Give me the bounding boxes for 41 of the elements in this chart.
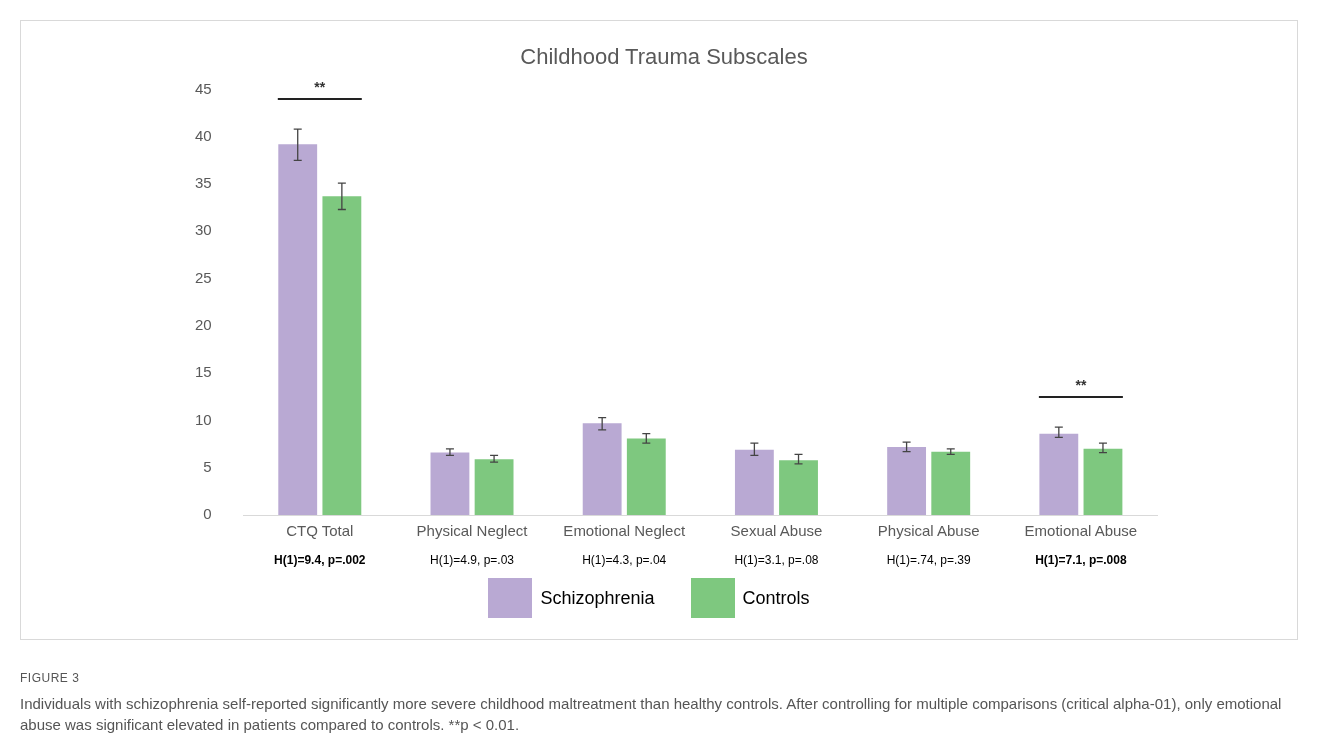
- y-tick-label: 20: [195, 315, 212, 333]
- y-tick-label: 15: [195, 363, 212, 381]
- bar: [931, 451, 971, 515]
- legend-label: Schizophrenia: [540, 587, 655, 609]
- caption: FIGURE 3: [20, 670, 81, 687]
- text: Individuals with schizophrenia self-reported significantly more severe childhood maltreatment than healthy controls. After controlling for multiple comparisons (critical alpha-01), only emotional abuse was significant elevated in patients compared to controls. **p < 0.01.: [20, 694, 1283, 735]
- bar: [322, 196, 362, 515]
- annotation: **: [314, 78, 326, 95]
- bar: [734, 449, 774, 515]
- bar: [582, 423, 622, 515]
- chart-title: Childhood Trauma Subscales: [520, 44, 808, 70]
- x-tick-label: Sexual Abuse: [730, 522, 823, 540]
- text: H(1)=4.3, p=.04: [582, 553, 667, 568]
- bar: [1083, 448, 1123, 515]
- y-tick-label: 10: [195, 410, 212, 428]
- x-tick-label: Emotional Abuse: [1024, 522, 1138, 540]
- text: H(1)=3.1, p=.08: [734, 553, 819, 568]
- y-tick-label: 35: [195, 174, 212, 192]
- legend-label: Controls: [742, 587, 810, 609]
- bar: [779, 460, 818, 515]
- bar: [278, 144, 318, 515]
- bar: [887, 446, 927, 515]
- y-tick-label: 0: [203, 505, 212, 523]
- y-tick-label: 40: [195, 126, 212, 144]
- x-tick-label: CTQ Total: [286, 522, 354, 540]
- bar: [626, 438, 666, 515]
- x-tick-label: Physical Abuse: [877, 522, 980, 540]
- bar: [430, 452, 470, 515]
- text: H(1)=.74, p=.39: [886, 553, 972, 568]
- text: H(1)=9.4, p=.002: [274, 553, 366, 568]
- text: H(1)=4.9, p=.03: [429, 553, 515, 568]
- text: H(1)=7.1, p=.008: [1035, 553, 1127, 568]
- y-tick-label: 45: [195, 79, 212, 97]
- bar: [474, 459, 514, 515]
- bar: [1039, 433, 1079, 515]
- x-tick-label: Emotional Neglect: [563, 522, 686, 540]
- y-tick-label: 5: [203, 457, 212, 475]
- x-tick-label: Physical Neglect: [416, 522, 529, 540]
- y-tick-label: 25: [195, 268, 212, 286]
- annotation: **: [1075, 376, 1087, 393]
- y-tick-label: 30: [195, 221, 212, 239]
